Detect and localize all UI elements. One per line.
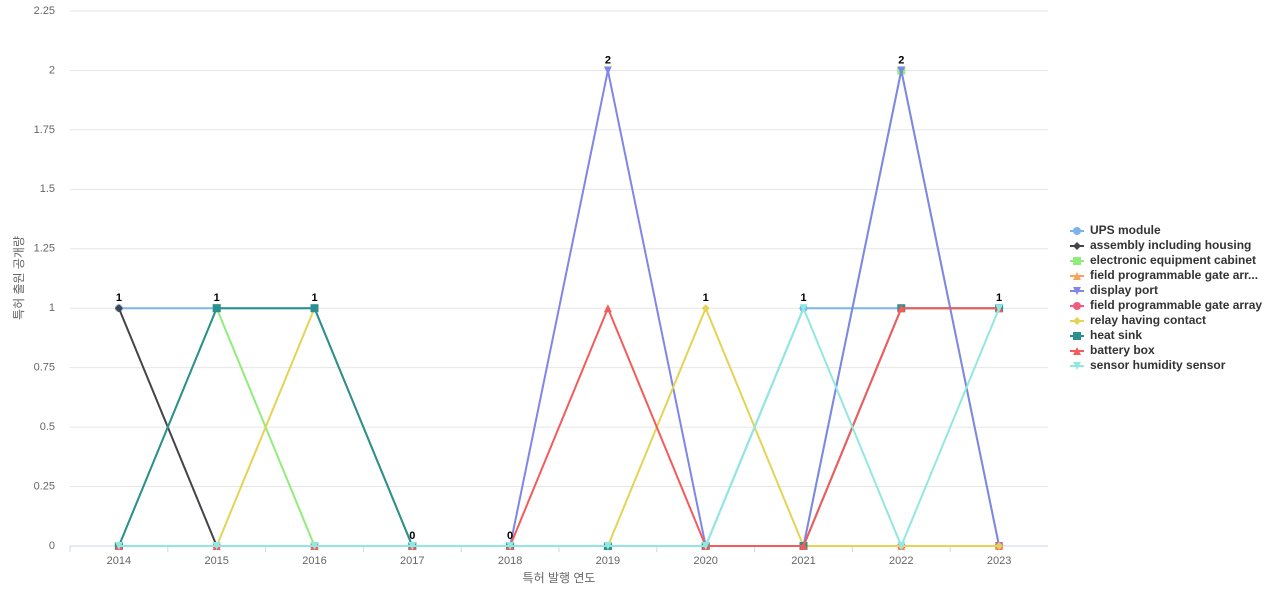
data-label: 1 [996,292,1002,304]
legend-label[interactable]: heat sink [1090,328,1142,342]
point [995,304,1004,313]
data-label: 0 [507,530,513,542]
legend-label[interactable]: relay having contact [1090,313,1206,327]
point [799,304,808,313]
x-tick-label: 2019 [596,555,620,567]
legend-marker [1073,347,1081,355]
data-label: 1 [800,292,806,304]
legend-label[interactable]: field programmable gate array [1090,298,1262,312]
y-tick-label: 0.25 [34,480,55,492]
x-tick-label: 2020 [693,555,717,567]
point [310,542,319,550]
x-tick-label: 2023 [987,555,1011,567]
data-label: 0 [409,530,415,542]
legend-label[interactable]: sensor humidity sensor [1090,358,1226,372]
point [897,542,906,550]
legend-marker [1073,287,1081,295]
point [212,304,221,313]
y-tick-label: 0.75 [34,362,55,374]
x-tick-label: 2017 [400,555,424,567]
y-tick-label: 0.5 [40,421,55,433]
legend-label[interactable]: assembly including housing [1090,238,1251,252]
point [506,542,515,550]
legend-marker [1073,332,1081,340]
legend-label[interactable]: electronic equipment cabinet [1090,253,1256,267]
y-tick-label: 1.5 [40,183,55,195]
x-tick-label: 2022 [889,555,913,567]
data-label: 1 [214,292,220,304]
legend-label[interactable]: UPS module [1090,223,1161,237]
x-tick-label: 2018 [498,555,522,567]
point [603,542,612,550]
point [897,66,906,75]
y-axis-title: 특허 출원 공개량 [12,236,26,320]
data-label: 1 [703,292,709,304]
x-axis-title: 특허 발행 연도 [523,570,596,585]
data-label: 1 [311,292,317,304]
point [310,304,319,313]
x-tick-label: 2016 [302,555,326,567]
legend-marker [1073,362,1081,370]
legend-marker [1073,227,1081,235]
x-tick-label: 2014 [107,555,131,567]
legend-label[interactable]: display port [1090,283,1158,297]
point [114,304,123,313]
data-label: 2 [605,54,611,66]
legend-label[interactable]: battery box [1090,343,1155,357]
x-tick-label: 2015 [204,555,228,567]
point [897,304,906,313]
y-tick-label: 1.25 [34,243,55,255]
data-label: 2 [898,54,904,66]
point [701,542,710,550]
point [603,304,612,313]
point [212,542,221,550]
legend-marker [1073,242,1081,250]
y-tick-label: 1 [49,302,55,314]
point [408,542,417,550]
y-tick-label: 2.25 [34,5,55,17]
legend-marker [1073,302,1081,310]
y-tick-label: 1.75 [34,124,55,136]
point [701,304,710,313]
point [799,542,808,550]
legend-marker [1073,317,1081,325]
point [114,542,123,550]
series-line [118,305,1001,549]
data-label: 1 [116,292,122,304]
legend-marker [1073,257,1081,265]
legend-marker [1073,272,1081,280]
y-tick-label: 2 [49,64,55,76]
x-tick-label: 2021 [791,555,815,567]
legend-label[interactable]: field programmable gate arr... [1090,268,1258,282]
point [603,66,612,75]
y-tick-label: 0 [49,540,55,552]
point [995,542,1004,550]
